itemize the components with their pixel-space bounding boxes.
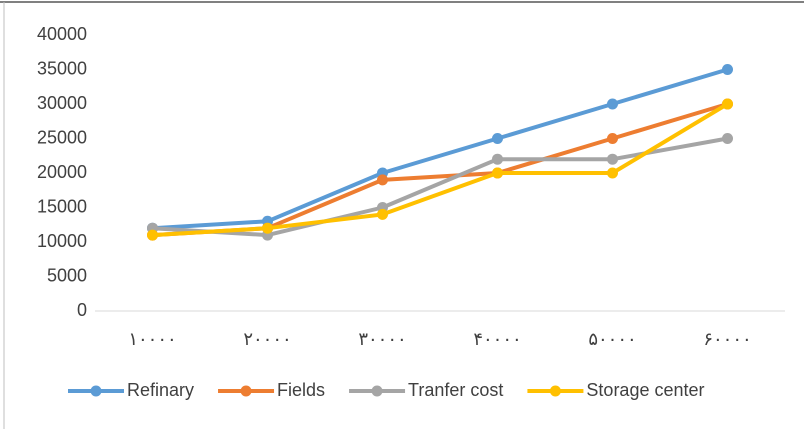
- legend-label: Refinary: [127, 380, 194, 400]
- legend-marker: [371, 385, 383, 397]
- point: [492, 167, 503, 179]
- y-tick-label: 30000: [37, 93, 87, 113]
- y-tick-label: 25000: [37, 127, 87, 147]
- y-tick-label: 40000: [37, 24, 87, 44]
- point: [607, 98, 618, 110]
- series-line: [152, 102, 729, 238]
- point: [722, 133, 733, 144]
- series-line: [152, 102, 729, 238]
- point: [377, 208, 388, 220]
- series-line: [152, 136, 728, 238]
- x-tick-label: ۲۰۰۰۰: [243, 329, 291, 349]
- legend-label: Tranfer cost: [408, 380, 503, 400]
- legend-marker: [240, 385, 252, 397]
- series-line: [152, 67, 729, 231]
- point: [607, 133, 618, 144]
- y-tick-label: 20000: [37, 162, 87, 182]
- y-tick-label: 5000: [47, 265, 87, 285]
- point: [377, 174, 388, 186]
- x-tick-label: ۵۰۰۰۰: [588, 329, 636, 349]
- point: [607, 153, 618, 165]
- legend-label: Storage center: [586, 380, 704, 400]
- legend-label: Fields: [277, 380, 325, 400]
- point: [722, 64, 733, 75]
- legend-marker: [549, 385, 561, 397]
- x-tick-label: ۶۰۰۰۰: [703, 329, 751, 349]
- point: [722, 98, 733, 110]
- y-tick-label: 10000: [37, 231, 87, 251]
- x-tick-label: ۴۰۰۰۰: [473, 329, 521, 349]
- point: [607, 167, 618, 179]
- point: [492, 133, 503, 144]
- y-tick-label: 15000: [37, 196, 87, 216]
- point: [492, 153, 503, 165]
- y-tick-label: 0: [77, 300, 87, 320]
- x-tick-label: ۳۰۰۰۰: [358, 329, 406, 349]
- legend-marker: [90, 385, 102, 397]
- point: [262, 222, 273, 234]
- x-tick-label: ۱۰۰۰۰: [128, 329, 176, 349]
- y-tick-label: 35000: [37, 58, 87, 78]
- point: [147, 229, 158, 241]
